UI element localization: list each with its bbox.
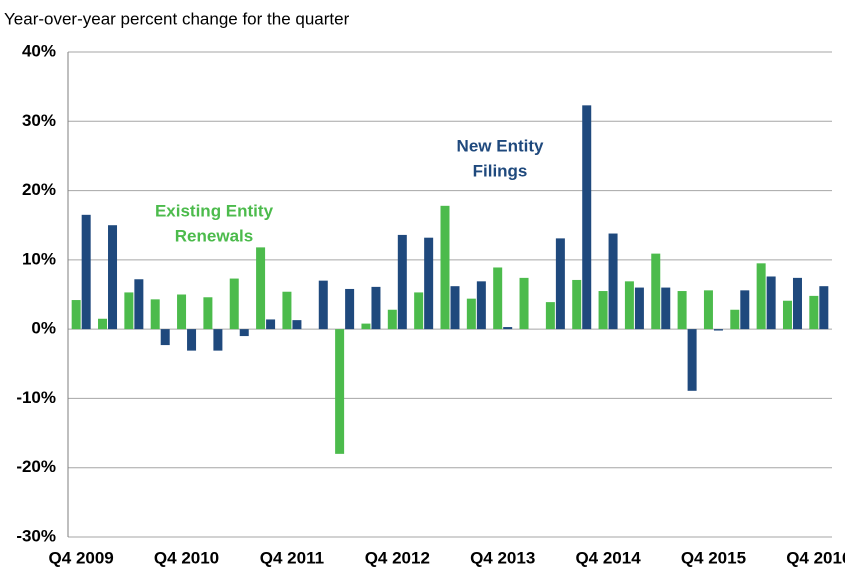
bar bbox=[150, 299, 160, 330]
bar bbox=[634, 287, 644, 330]
bar bbox=[730, 309, 740, 330]
bar bbox=[493, 267, 503, 330]
y-tick-label: 0% bbox=[31, 319, 56, 338]
bar bbox=[545, 302, 555, 330]
y-tick-label: -10% bbox=[16, 388, 56, 407]
annotation: Renewals bbox=[175, 226, 253, 245]
x-tick-label: Q4 2009 bbox=[49, 548, 114, 567]
bar bbox=[782, 300, 792, 330]
x-tick-label: Q4 2015 bbox=[681, 548, 746, 567]
bar bbox=[134, 279, 144, 330]
bar bbox=[335, 329, 345, 454]
bar bbox=[203, 297, 213, 330]
bar bbox=[81, 214, 91, 330]
chart-title: Year-over-year percent change for the qu… bbox=[4, 9, 350, 28]
annotation: Existing Entity bbox=[155, 201, 274, 220]
annotation: Filings bbox=[473, 161, 528, 180]
bar bbox=[740, 290, 750, 330]
bar bbox=[239, 329, 249, 337]
bar bbox=[555, 238, 565, 330]
x-tick-label: Q4 2013 bbox=[470, 548, 535, 567]
bar bbox=[213, 329, 223, 351]
bar bbox=[519, 277, 529, 330]
bar bbox=[809, 295, 819, 330]
bar bbox=[387, 309, 397, 330]
bar bbox=[792, 277, 802, 330]
bar bbox=[756, 263, 766, 330]
bar bbox=[440, 205, 450, 330]
bar bbox=[766, 276, 776, 330]
bar bbox=[256, 247, 266, 330]
bar bbox=[624, 281, 634, 330]
bar bbox=[124, 292, 134, 330]
bar bbox=[819, 286, 829, 330]
bar bbox=[292, 320, 302, 330]
bar bbox=[598, 291, 608, 330]
bar bbox=[187, 329, 197, 351]
bar bbox=[98, 318, 108, 330]
bar bbox=[466, 298, 476, 330]
bar bbox=[503, 327, 513, 330]
bar bbox=[318, 280, 328, 330]
x-tick-label: Q4 2016 bbox=[786, 548, 845, 567]
bar bbox=[608, 233, 618, 330]
bar bbox=[450, 286, 460, 330]
bar bbox=[177, 294, 187, 330]
bar bbox=[414, 292, 424, 330]
bar bbox=[677, 291, 687, 330]
bar bbox=[713, 329, 723, 331]
y-tick-label: 30% bbox=[22, 111, 56, 130]
x-tick-label: Q4 2012 bbox=[365, 548, 430, 567]
bar bbox=[266, 319, 276, 330]
bar bbox=[229, 278, 239, 330]
bar bbox=[572, 279, 582, 330]
bar bbox=[651, 253, 661, 330]
bar bbox=[71, 300, 81, 330]
x-tick-label: Q4 2011 bbox=[260, 548, 324, 567]
bar bbox=[397, 234, 407, 330]
bar bbox=[282, 291, 292, 330]
bar bbox=[476, 281, 486, 330]
y-tick-label: 20% bbox=[22, 180, 56, 199]
bar bbox=[582, 105, 592, 330]
bar bbox=[345, 288, 355, 330]
y-tick-label: -20% bbox=[16, 457, 56, 476]
bar bbox=[424, 237, 434, 330]
bar bbox=[661, 287, 671, 330]
bar bbox=[361, 323, 371, 330]
annotation: New Entity bbox=[457, 136, 544, 155]
x-tick-label: Q4 2010 bbox=[154, 548, 219, 567]
y-tick-label: -30% bbox=[16, 526, 56, 545]
y-tick-label: 40% bbox=[22, 41, 56, 60]
bar bbox=[160, 329, 170, 346]
y-tick-label: 10% bbox=[22, 249, 56, 268]
bar bbox=[371, 286, 381, 330]
x-tick-label: Q4 2014 bbox=[575, 548, 641, 567]
bar bbox=[687, 329, 697, 391]
bar bbox=[108, 225, 118, 330]
bar bbox=[703, 290, 713, 330]
